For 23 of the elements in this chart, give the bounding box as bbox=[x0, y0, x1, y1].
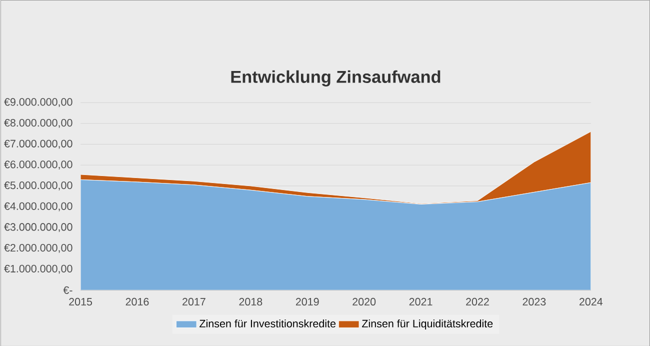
y-tick-label: €3.000.000,00 bbox=[4, 222, 72, 232]
chart-title: Entwicklung Zinsaufwand bbox=[231, 70, 440, 86]
x-tick-label: 2018 bbox=[239, 298, 262, 306]
y-tick-label: €7.000.000,00 bbox=[4, 140, 72, 148]
legend-label: Zinsen für Liquiditätskredite bbox=[362, 319, 493, 330]
x-tick-label: 2023 bbox=[522, 298, 546, 306]
x-tick-label: 2021 bbox=[409, 298, 432, 306]
legend-label: Zinsen für Investitionskredite bbox=[200, 319, 336, 328]
x-tick-label: 2017 bbox=[182, 298, 206, 306]
y-tick-label: €- bbox=[63, 286, 72, 294]
y-tick-label: €6.000.000,00 bbox=[4, 160, 72, 170]
x-tick-label: 2019 bbox=[296, 298, 319, 306]
x-tick-label: 2024 bbox=[580, 298, 603, 306]
x-tick-label: 2016 bbox=[126, 298, 149, 306]
y-tick-label: €9.000.000,00 bbox=[4, 98, 72, 107]
y-tick-label: €2.000.000,00 bbox=[4, 244, 72, 253]
x-tick-label: 2020 bbox=[352, 298, 376, 306]
x-tick-label: 2015 bbox=[69, 298, 92, 306]
y-tick-label: €5.000.000,00 bbox=[4, 181, 72, 190]
y-tick-label: €1.000.000,00 bbox=[4, 264, 72, 274]
x-tick-label: 2022 bbox=[466, 298, 489, 306]
y-tick-label: €4.000.000,00 bbox=[4, 202, 72, 211]
y-tick-label: €8.000.000,00 bbox=[4, 118, 72, 128]
